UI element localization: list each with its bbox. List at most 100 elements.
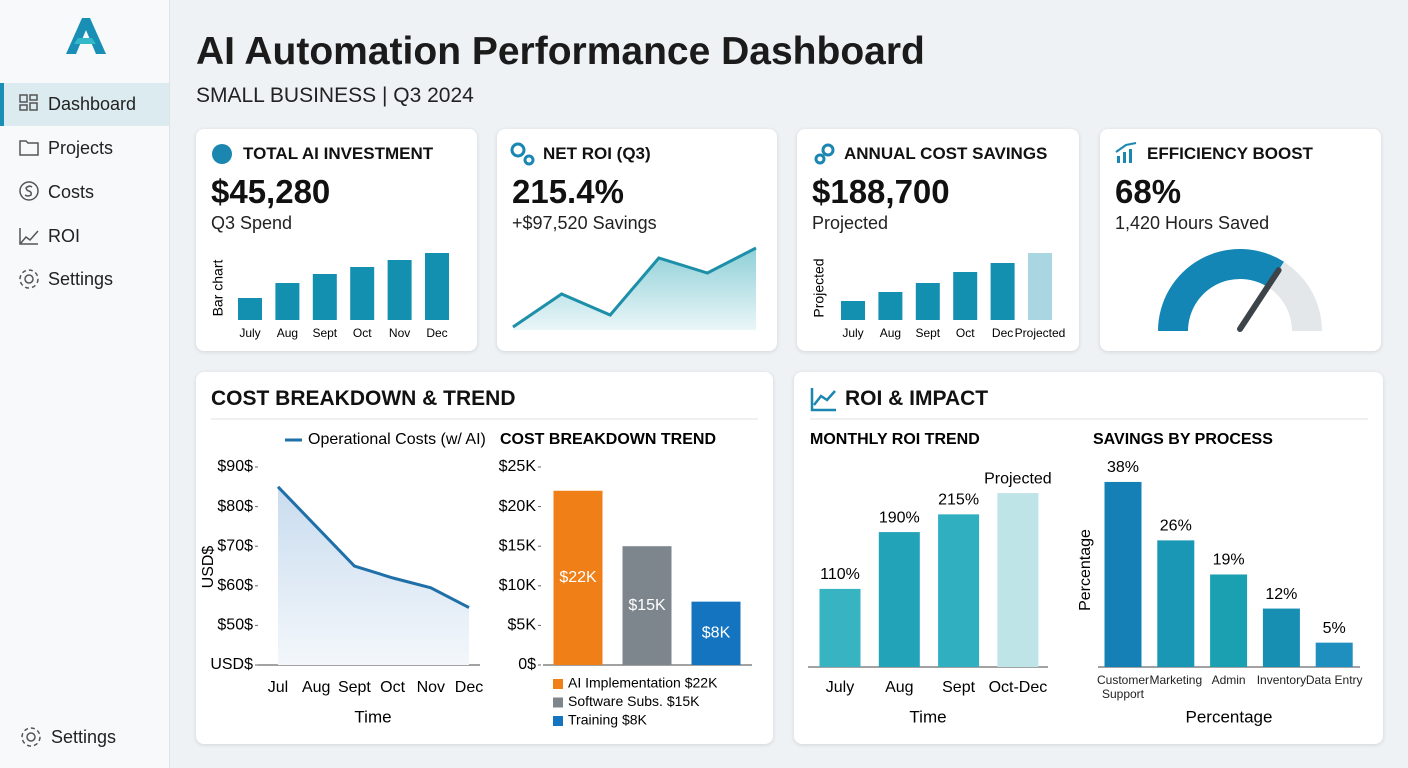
x-tick-label: Dec bbox=[992, 326, 1013, 340]
kpi-value: 215.4% bbox=[512, 173, 624, 210]
bar bbox=[990, 263, 1015, 320]
kpi-sub: 1,420 Hours Saved bbox=[1115, 213, 1270, 233]
panel-title: COST BREAKDOWN & TREND bbox=[211, 387, 516, 410]
x-tick-label: Aug bbox=[885, 679, 913, 696]
x-tick-label: Oct-Dec bbox=[989, 679, 1048, 696]
page-title: AI Automation Performance Dashboard bbox=[196, 30, 925, 73]
y-axis-label: USD$ bbox=[200, 546, 217, 589]
nav-footer[interactable]: Settings bbox=[51, 727, 117, 747]
area bbox=[278, 486, 469, 665]
value-label: 5% bbox=[1323, 620, 1346, 637]
bar bbox=[915, 283, 940, 320]
y-tick-label: $90$ bbox=[217, 458, 253, 475]
x-tick-label: July bbox=[239, 326, 260, 340]
bar bbox=[1315, 642, 1353, 667]
value-label: 26% bbox=[1160, 518, 1192, 535]
nav-item[interactable]: ROI bbox=[48, 226, 81, 246]
legend-swatch bbox=[553, 697, 563, 708]
kpi-sub: Q3 Spend bbox=[211, 213, 293, 233]
legend-label: Operational Costs (w/ AI) bbox=[308, 431, 486, 448]
bar bbox=[1157, 540, 1195, 667]
value-label: 38% bbox=[1107, 459, 1139, 476]
x-tick-label: Nov bbox=[417, 679, 445, 696]
x-tick-label: Dec bbox=[426, 326, 447, 340]
legend-label: Software Subs. $15K bbox=[568, 693, 700, 709]
kpi-value: $188,700 bbox=[812, 173, 950, 210]
kpi-sub: Projected bbox=[812, 213, 889, 233]
x-tick-label: Aug bbox=[302, 679, 330, 696]
value-label: 19% bbox=[1213, 552, 1245, 569]
kpi-card bbox=[1100, 129, 1381, 351]
y-axis-label: Bar chart bbox=[210, 259, 226, 316]
x-tick-label: Nov bbox=[389, 326, 410, 340]
bar bbox=[997, 493, 1039, 667]
value-label: $22K bbox=[559, 569, 597, 586]
y-tick-label: $5K bbox=[508, 617, 537, 634]
x-tick-label: Oct bbox=[353, 326, 372, 340]
y-tick-label: $70$ bbox=[217, 537, 253, 554]
y-tick-label: $50$ bbox=[217, 617, 253, 634]
bar bbox=[312, 274, 337, 320]
x-tick-label: Sept bbox=[312, 326, 337, 340]
bar bbox=[622, 546, 672, 665]
legend-swatch bbox=[553, 679, 563, 689]
kpi-title: EFFICIENCY BOOST bbox=[1147, 144, 1313, 163]
y-tick-label: 0$ bbox=[518, 656, 536, 673]
nav-item[interactable]: Dashboard bbox=[48, 94, 137, 114]
bar bbox=[275, 283, 300, 320]
y-tick-label: $60$ bbox=[217, 577, 253, 594]
bar bbox=[387, 260, 412, 320]
bar bbox=[1028, 253, 1052, 320]
chart-title: SAVINGS BY PROCESS bbox=[1093, 431, 1273, 448]
settings-icon bbox=[21, 727, 41, 747]
kpi-sub: +$97,520 Savings bbox=[512, 213, 657, 233]
x-tick-label: Projected bbox=[1015, 326, 1066, 340]
page-subtitle: SMALL BUSINESS | Q3 2024 bbox=[196, 84, 474, 107]
nav-item[interactable]: Projects bbox=[48, 138, 114, 158]
bar bbox=[878, 292, 903, 320]
bar bbox=[553, 490, 603, 665]
legend-label: Training $8K bbox=[568, 712, 648, 728]
x-tick-label: Jul bbox=[268, 679, 288, 696]
y-tick-label: $20K bbox=[499, 498, 537, 515]
x-tick-label: Sept bbox=[915, 326, 940, 340]
x-tick-label: Oct bbox=[956, 326, 975, 340]
x-tick-label: Marketing bbox=[1149, 673, 1203, 687]
x-tick-label: Sept bbox=[338, 679, 371, 696]
x-tick-label: Inventory bbox=[1256, 673, 1307, 687]
bar bbox=[1104, 481, 1142, 667]
kpi-value: $45,280 bbox=[211, 173, 331, 210]
bar bbox=[350, 267, 375, 320]
bar bbox=[819, 588, 861, 667]
value-label: Projected bbox=[984, 470, 1052, 487]
value-label: 190% bbox=[879, 509, 920, 526]
x-tick-label: July bbox=[826, 679, 854, 696]
y-tick-label: $15K bbox=[499, 537, 537, 554]
bar bbox=[1262, 608, 1300, 667]
bar bbox=[953, 272, 978, 320]
bar bbox=[425, 253, 449, 320]
x-tick-label: Customer Support bbox=[1096, 673, 1149, 701]
legend-label: AI Implementation $22K bbox=[568, 675, 718, 691]
active-bar bbox=[0, 83, 4, 126]
x-tick-label: Dec bbox=[455, 679, 483, 696]
nav-item[interactable]: Settings bbox=[48, 269, 114, 289]
logo bbox=[66, 18, 106, 54]
icons bbox=[211, 142, 1368, 420]
area bbox=[513, 248, 756, 330]
value-label: 110% bbox=[820, 566, 860, 583]
kpi-title: TOTAL AI INVESTMENT bbox=[243, 144, 434, 163]
nav-item[interactable]: Costs bbox=[48, 182, 95, 202]
panel-title: ROI & IMPACT bbox=[845, 387, 989, 410]
x-axis-label: Time bbox=[354, 707, 391, 726]
gauge-needle bbox=[1237, 267, 1282, 332]
bar bbox=[938, 514, 980, 667]
x-tick-label: Oct bbox=[380, 679, 405, 696]
nav-icons bbox=[19, 94, 39, 289]
gauge-value bbox=[1158, 249, 1284, 331]
kpi-title: ANNUAL COST SAVINGS bbox=[844, 144, 1048, 163]
bar bbox=[238, 298, 262, 320]
x-axis-label: Time bbox=[909, 707, 946, 726]
